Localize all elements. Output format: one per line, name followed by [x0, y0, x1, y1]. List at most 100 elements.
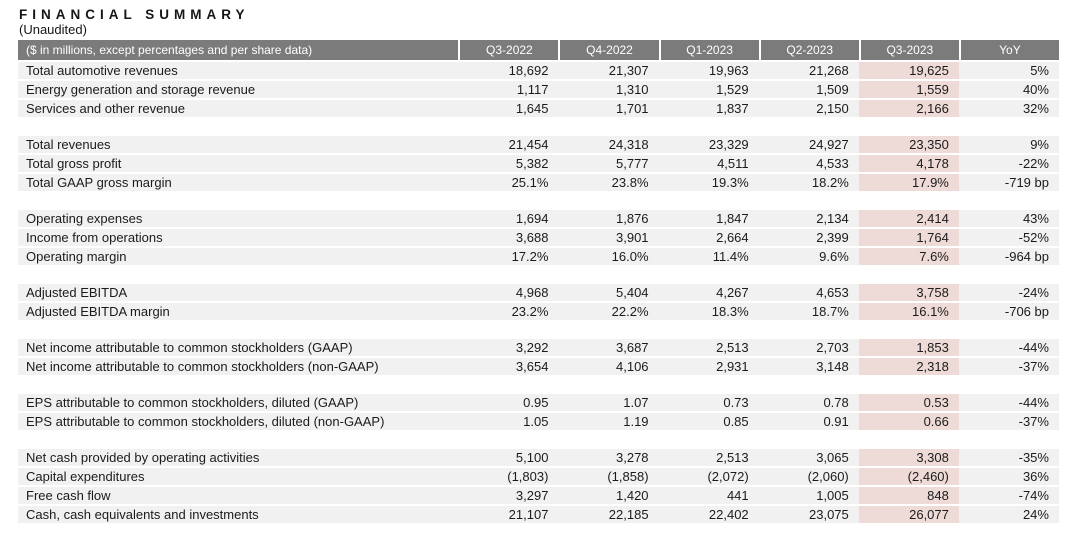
cell-q3-2023: 0.66: [858, 413, 959, 430]
cell-yoy: 24%: [1022, 507, 1049, 522]
row-label: Energy generation and storage revenue: [26, 82, 256, 97]
cell-q1-2023: 1,847: [716, 211, 749, 226]
cell-q4-2022: 23.8%: [611, 175, 649, 190]
cell-yoy: -37%: [1018, 414, 1049, 429]
cell-q3-2022: 1,694: [515, 211, 549, 226]
cell-q3-2023: 2,414: [858, 210, 959, 227]
column-header-q4-2022: Q4-2022: [558, 40, 658, 60]
cell-q3-2023: 2,166: [858, 100, 959, 117]
cell-q4-2022: 4,106: [616, 359, 649, 374]
cell-q1-2023: 1,837: [716, 101, 749, 116]
cell-q3-2023: 17.9%: [858, 174, 959, 191]
cell-q1-2023: (2,072): [707, 469, 749, 484]
cell-q2-2023: 2,150: [816, 101, 849, 116]
table-section: Operating expenses 1,694 1,876 1,847 2,134 2,…: [18, 210, 1059, 265]
cell-q3-2022: 0.95: [523, 395, 549, 410]
page-title: FINANCIAL SUMMARY: [19, 7, 250, 22]
cell-q1-2023: 23,329: [708, 137, 749, 152]
cell-q3-2023: 2,318: [858, 358, 959, 375]
cell-q2-2023: 2,399: [816, 230, 849, 245]
row-label: Net cash provided by operating activitie…: [26, 450, 260, 465]
cell-yoy: 36%: [1022, 469, 1049, 484]
cell-q2-2023: 18.2%: [811, 175, 849, 190]
cell-q3-2022: (1,803): [507, 469, 549, 484]
cell-q4-2022: 1.19: [623, 414, 649, 429]
cell-q1-2023: 11.4%: [712, 249, 749, 264]
cell-q4-2022: 1,876: [616, 211, 649, 226]
cell-q3-2022: 3,297: [515, 488, 549, 503]
row-label: Adjusted EBITDA: [26, 285, 128, 300]
section-spacer: [18, 432, 1059, 449]
cell-q2-2023: (2,060): [807, 469, 849, 484]
row-label: Total gross profit: [26, 156, 122, 171]
cell-q2-2023: 2,134: [816, 211, 849, 226]
table-row: Operating margin 17.2% 16.0% 11.4% 9.6% 7.6% -…: [18, 248, 1059, 265]
cell-q2-2023: 23,075: [809, 507, 849, 522]
cell-q3-2023: 848: [858, 487, 959, 504]
cell-q2-2023: 9.6%: [819, 249, 849, 264]
cell-q2-2023: 4,653: [816, 285, 849, 300]
row-label: Total revenues: [26, 137, 111, 152]
table-row: Net income attributable to common stockh…: [18, 358, 1059, 375]
table-row: Income from operations 3,688 3,901 2,664 2,3…: [18, 229, 1059, 246]
section-spacer: [18, 322, 1059, 339]
cell-yoy: 43%: [1022, 211, 1049, 226]
table-header-label: ($ in millions, except percentages and p…: [26, 43, 313, 57]
row-label: Income from operations: [26, 230, 163, 245]
cell-q3-2022: 5,382: [515, 156, 549, 171]
cell-q3-2023: 7.6%: [858, 248, 959, 265]
section-spacer: [18, 193, 1059, 210]
cell-q3-2022: 1,645: [515, 101, 549, 116]
cell-q1-2023: 22,402: [708, 507, 749, 522]
cell-q2-2023: 2,703: [816, 340, 849, 355]
table-row: EPS attributable to common stockholders,…: [18, 394, 1059, 411]
cell-q2-2023: 24,927: [809, 137, 849, 152]
cell-q4-2022: (1,858): [607, 469, 649, 484]
cell-q2-2023: 0.78: [823, 395, 849, 410]
cell-q1-2023: 4,267: [716, 285, 749, 300]
table-section: Net cash provided by operating activitie…: [18, 449, 1059, 523]
table-section: Total revenues 21,454 24,318 23,329 24,927 23…: [18, 136, 1059, 191]
cell-yoy: -44%: [1018, 395, 1049, 410]
column-header-q1-2023: Q1-2023: [658, 40, 759, 60]
cell-q1-2023: 19,963: [708, 63, 749, 78]
cell-yoy: -52%: [1018, 230, 1049, 245]
table-row: Net income attributable to common stockh…: [18, 339, 1059, 356]
cell-q1-2023: 4,511: [717, 156, 749, 171]
cell-q1-2023: 18.3%: [711, 304, 749, 319]
cell-q4-2022: 1,701: [616, 101, 649, 116]
table-section: Adjusted EBITDA 4,968 5,404 4,267 4,653 3,758…: [18, 284, 1059, 320]
column-header-q3-2022: Q3-2022: [458, 40, 558, 60]
column-header-q3-2023: Q3-2023: [858, 40, 959, 60]
cell-q4-2022: 1,310: [616, 82, 649, 97]
section-spacer: [18, 267, 1059, 284]
cell-q3-2022: 3,688: [515, 230, 549, 245]
row-label: Net income attributable to common stockh…: [26, 340, 353, 355]
cell-q4-2022: 22,185: [608, 507, 649, 522]
cell-q3-2022: 1,117: [516, 82, 549, 97]
cell-yoy: 40%: [1022, 82, 1049, 97]
cell-yoy: 5%: [1030, 63, 1049, 78]
cell-yoy: -706 bp: [1004, 304, 1049, 319]
table-row: EPS attributable to common stockholders,…: [18, 413, 1059, 430]
column-header-q2-2023: Q2-2023: [758, 40, 859, 60]
cell-yoy: -719 bp: [1004, 175, 1049, 190]
cell-q1-2023: 2,664: [716, 230, 749, 245]
cell-q4-2022: 3,687: [616, 340, 649, 355]
row-label: Total automotive revenues: [26, 63, 178, 78]
cell-q2-2023: 3,065: [816, 450, 849, 465]
table-section: Total automotive revenues 18,692 21,307 19,…: [18, 62, 1059, 117]
cell-yoy: -22%: [1018, 156, 1049, 171]
cell-q3-2022: 4,968: [515, 285, 549, 300]
financial-summary-table: ($ in millions, except percentages and p…: [18, 40, 1059, 523]
table-row: Adjusted EBITDA margin 23.2% 22.2% 18.3% 18.…: [18, 303, 1059, 320]
cell-q3-2023: 1,764: [858, 229, 959, 246]
cell-q3-2023: (2,460): [858, 468, 959, 485]
cell-q3-2023: 1,853: [858, 339, 959, 356]
cell-q3-2023: 1,559: [858, 81, 959, 98]
cell-q2-2023: 4,533: [816, 156, 849, 171]
cell-q3-2022: 21,107: [508, 507, 549, 522]
cell-yoy: -37%: [1018, 359, 1049, 374]
page-subtitle: (Unaudited): [19, 22, 87, 37]
cell-q3-2023: 26,077: [858, 506, 959, 523]
